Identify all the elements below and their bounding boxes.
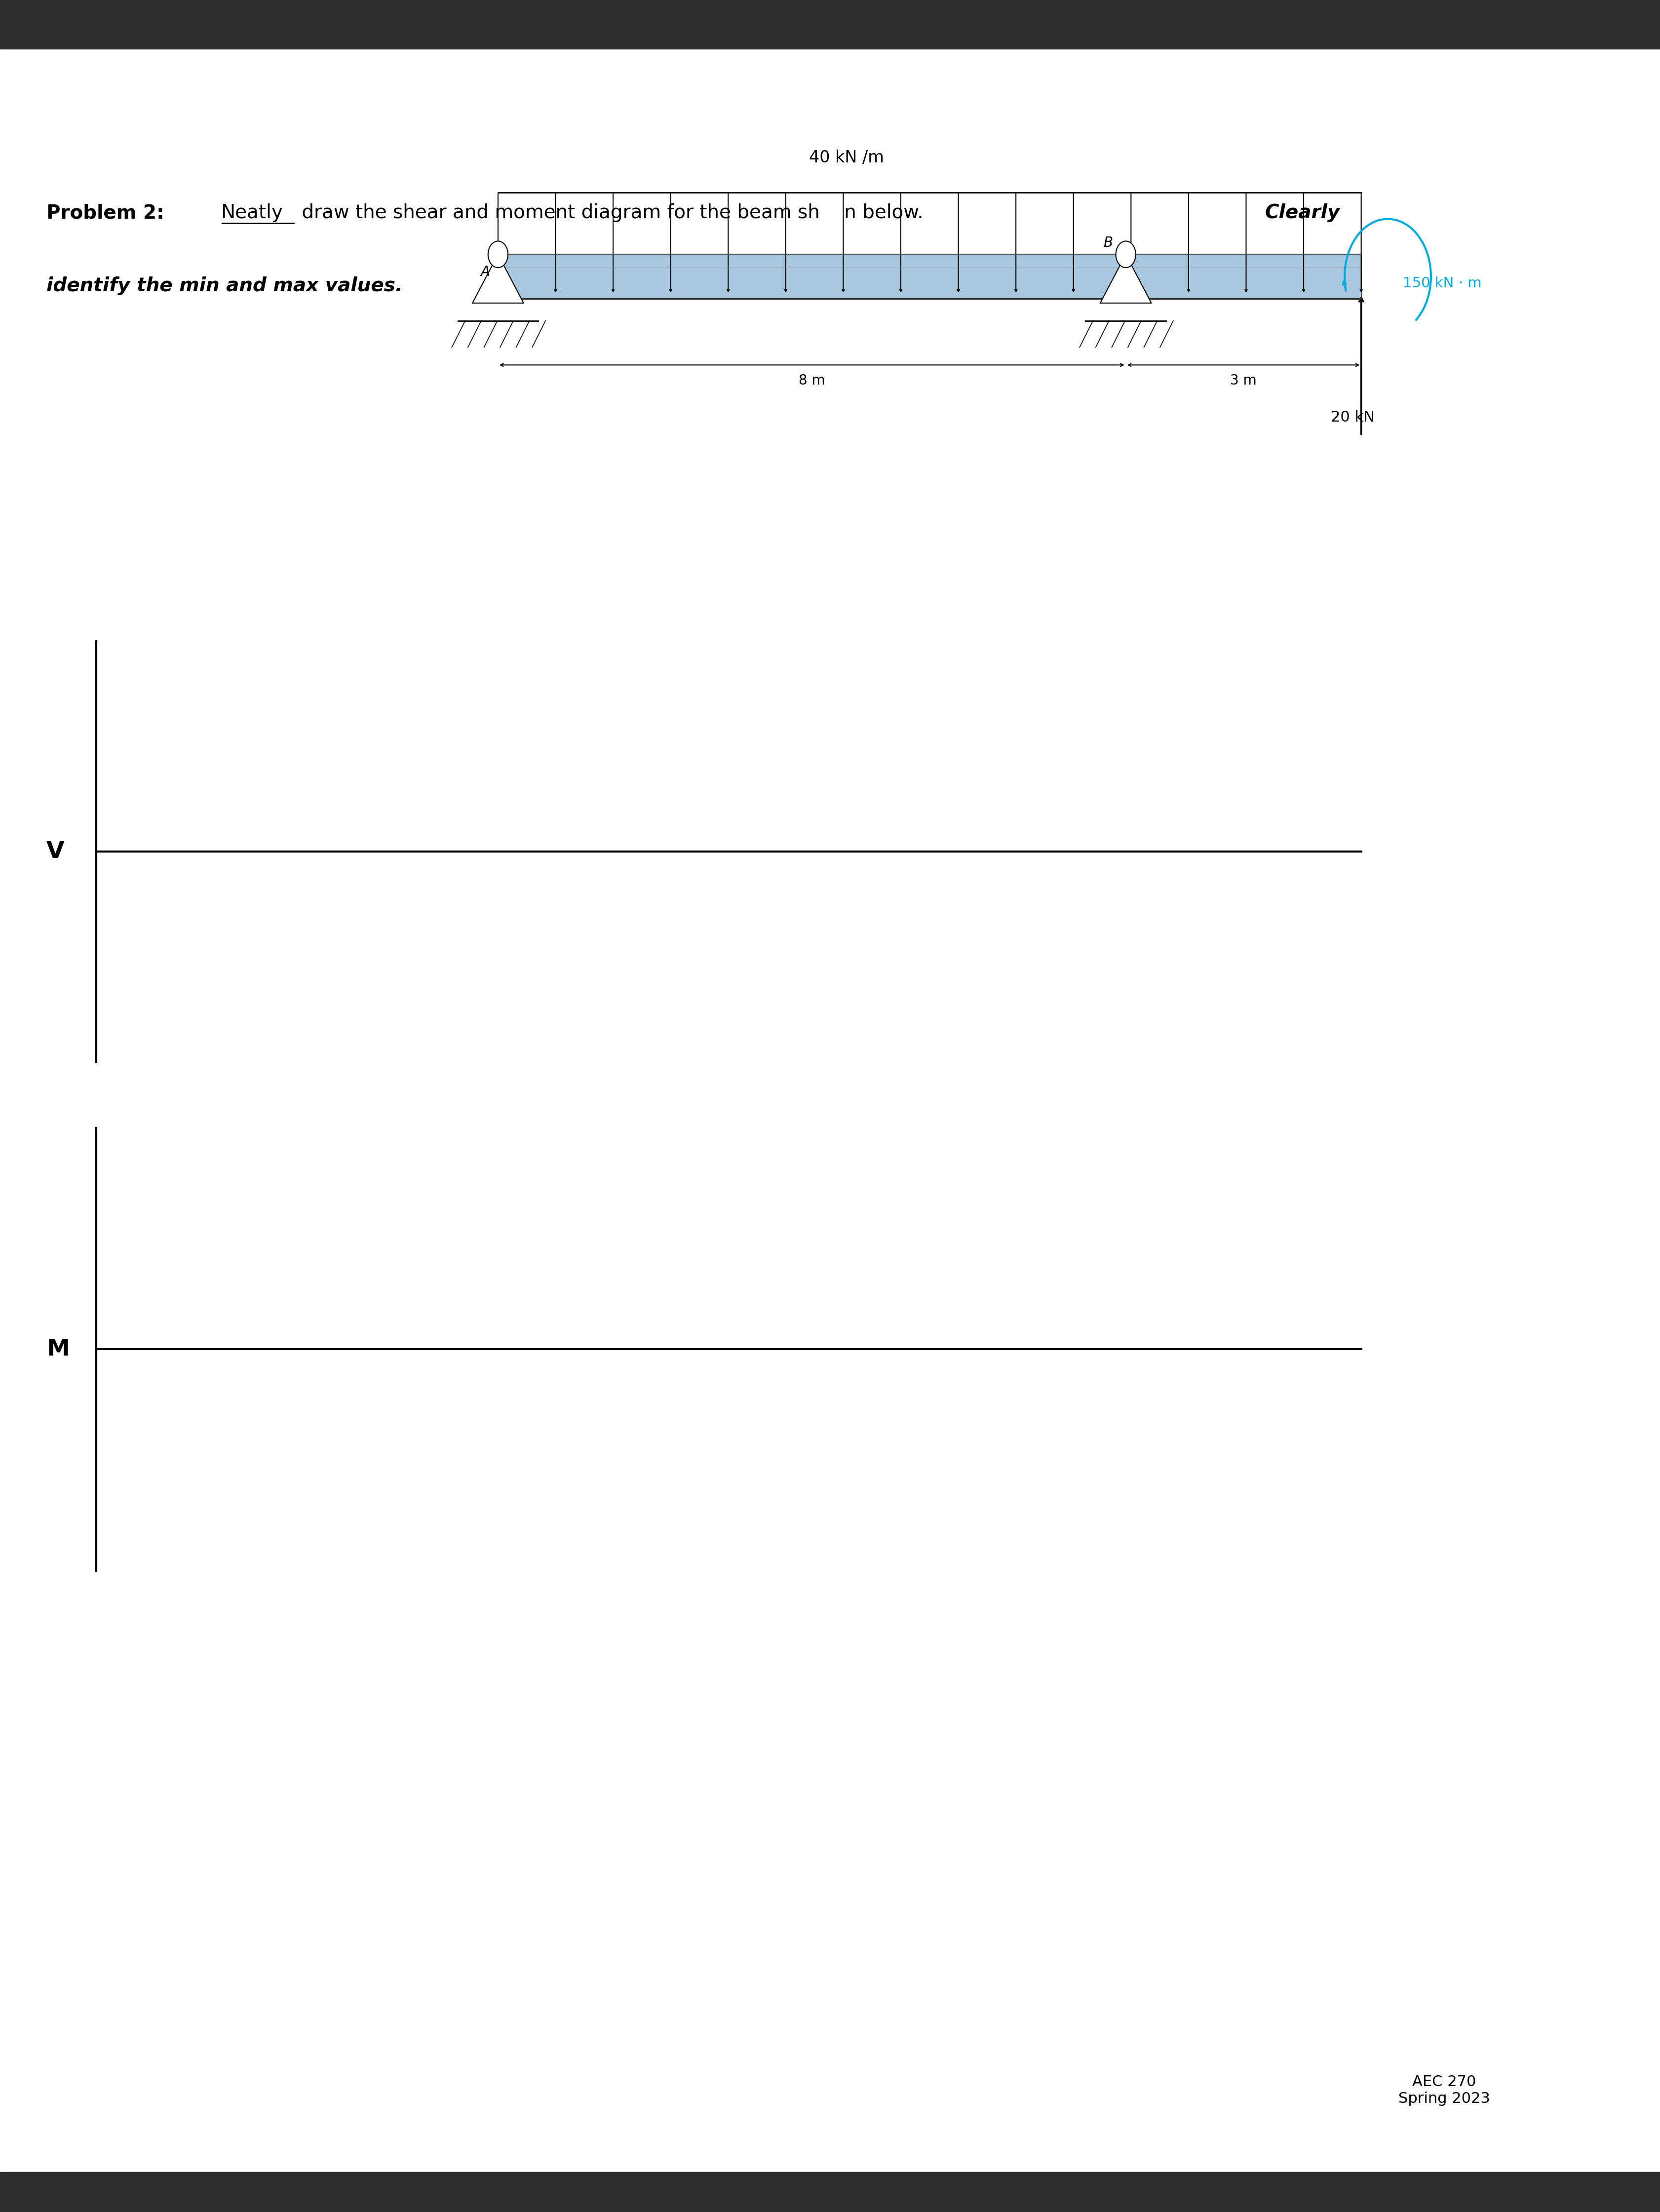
Text: draw the shear and moment diagram for the beam sh    n below.: draw the shear and moment diagram for th…: [295, 204, 936, 221]
Circle shape: [488, 241, 508, 268]
Bar: [0, 2172, 1660, 2212]
Circle shape: [1116, 241, 1135, 268]
Text: Clearly: Clearly: [1265, 204, 1340, 221]
Bar: [498, 254, 1361, 299]
Text: Neatly: Neatly: [221, 204, 282, 221]
Text: AEC 270
Spring 2023: AEC 270 Spring 2023: [1398, 2075, 1491, 2106]
Text: 3 m: 3 m: [1230, 374, 1257, 387]
Text: 8 m: 8 m: [798, 374, 825, 387]
Text: B: B: [1104, 237, 1112, 250]
Text: identify the min and max values.: identify the min and max values.: [46, 276, 403, 294]
Polygon shape: [473, 254, 523, 303]
Text: 40 kN /m: 40 kN /m: [808, 150, 885, 166]
Text: M: M: [46, 1338, 70, 1360]
Text: Problem 2:: Problem 2:: [46, 204, 164, 221]
Text: 150 kN · m: 150 kN · m: [1403, 276, 1481, 290]
Text: 20 kN: 20 kN: [1331, 411, 1374, 425]
Bar: [0, 0, 1660, 49]
Text: A: A: [480, 265, 490, 279]
Polygon shape: [1101, 254, 1152, 303]
Text: V: V: [46, 841, 65, 863]
